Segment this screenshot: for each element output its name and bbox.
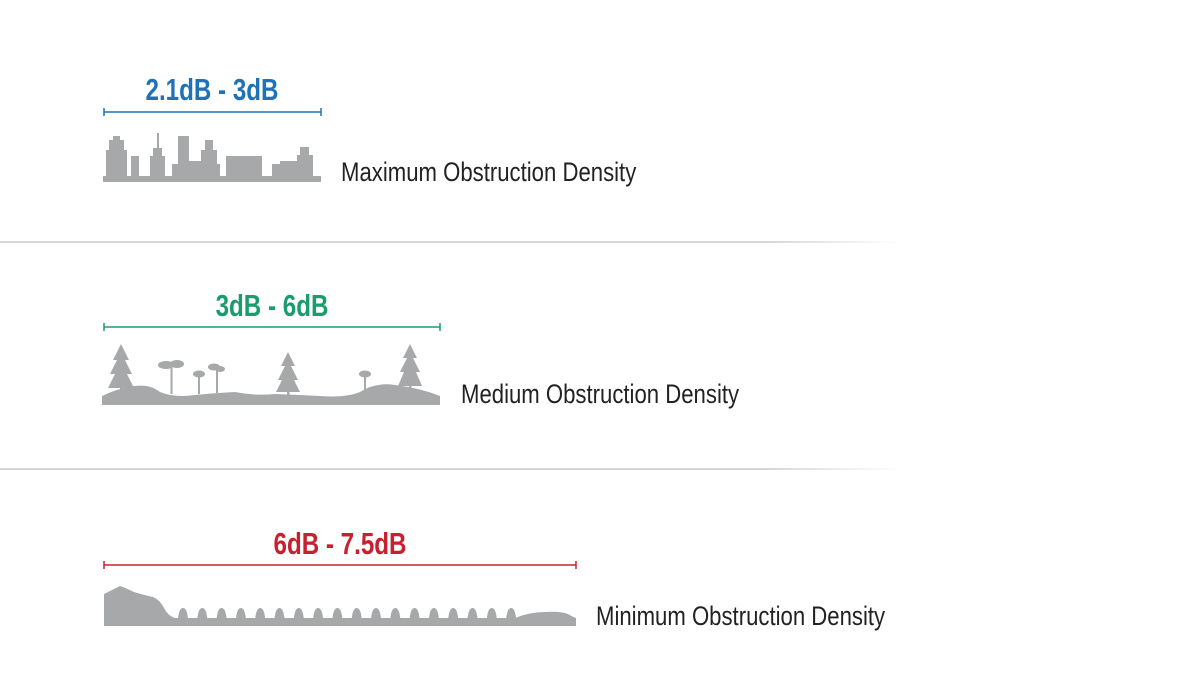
crop-bump xyxy=(235,608,246,619)
crop-bump xyxy=(178,608,188,619)
crop-bump xyxy=(197,608,208,619)
crop-bump xyxy=(332,608,343,619)
density-label-medium: Medium Obstruction Density xyxy=(461,379,740,409)
crop-bump xyxy=(486,608,497,619)
range-label-low: 6dB - 7.5dB xyxy=(273,526,407,561)
crop-bump xyxy=(371,608,381,619)
range-bar-high xyxy=(103,108,322,116)
divider xyxy=(0,468,900,470)
pine-tree xyxy=(108,344,134,394)
city-skyline-icon xyxy=(103,133,321,182)
acacia-tree xyxy=(208,363,225,393)
crop-bump xyxy=(216,608,227,619)
crop-bump xyxy=(448,608,459,619)
crop-bump xyxy=(409,608,420,619)
pine-tree xyxy=(398,344,422,390)
pine-tree xyxy=(276,352,300,396)
range-bar-medium xyxy=(103,323,441,331)
crop-bump xyxy=(274,608,285,619)
acacia-tree xyxy=(193,370,205,394)
crop-bump xyxy=(351,608,362,619)
range-bar-low xyxy=(103,561,577,569)
range-label-medium: 3dB - 6dB xyxy=(215,288,329,323)
crop-bump xyxy=(428,608,439,619)
open-field-icon xyxy=(104,586,576,626)
range-label-high: 2.1dB - 3dB xyxy=(145,72,279,107)
crop-bump xyxy=(293,608,304,619)
crop-bump xyxy=(506,608,517,619)
density-label-maximum: Maximum Obstruction Density xyxy=(341,157,637,187)
crop-bump xyxy=(467,608,478,619)
divider xyxy=(0,241,900,243)
crop-bump xyxy=(313,608,324,619)
acacia-tree xyxy=(359,370,371,390)
density-label-minimum: Minimum Obstruction Density xyxy=(596,601,886,631)
crop-bump xyxy=(255,608,266,619)
acacia-tree xyxy=(158,360,184,394)
forest-icon xyxy=(102,344,440,405)
crop-bump xyxy=(390,608,401,619)
